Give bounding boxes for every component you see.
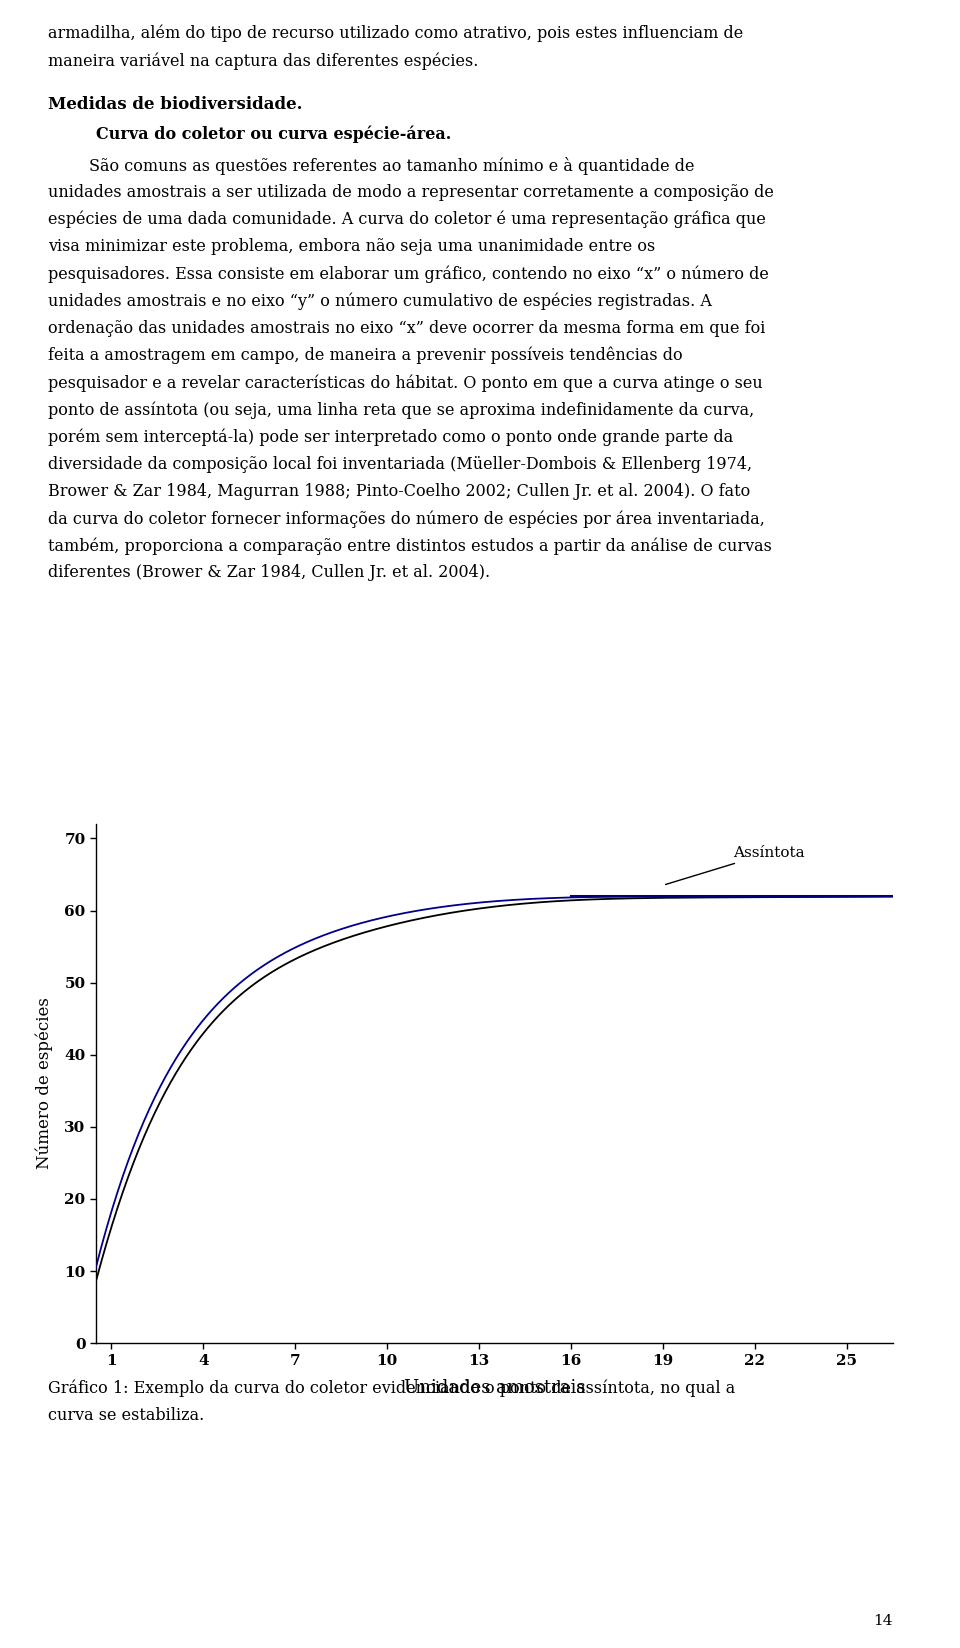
Text: visa minimizar este problema, embora não seja uma unanimidade entre os: visa minimizar este problema, embora não… — [48, 239, 656, 255]
Text: unidades amostrais e no eixo “y” o número cumulativo de espécies registradas. A: unidades amostrais e no eixo “y” o númer… — [48, 293, 712, 310]
Text: Medidas de biodiversidade.: Medidas de biodiversidade. — [48, 96, 302, 112]
Text: curva se estabiliza.: curva se estabiliza. — [48, 1407, 204, 1424]
Text: armadilha, além do tipo de recurso utilizado como atrativo, pois estes influenci: armadilha, além do tipo de recurso utili… — [48, 25, 743, 43]
Text: Gráfico 1: Exemplo da curva do coletor evidenciando o ponto de assíntota, no qua: Gráfico 1: Exemplo da curva do coletor e… — [48, 1379, 735, 1398]
Text: 14: 14 — [874, 1615, 893, 1628]
Text: feita a amostragem em campo, de maneira a prevenir possíveis tendências do: feita a amostragem em campo, de maneira … — [48, 348, 683, 364]
Text: espécies de uma dada comunidade. A curva do coletor é uma representação gráfica : espécies de uma dada comunidade. A curva… — [48, 211, 766, 229]
Text: pesquisadores. Essa consiste em elaborar um gráfico, contendo no eixo “x” o núme: pesquisadores. Essa consiste em elaborar… — [48, 265, 769, 283]
Text: porém sem interceptá-la) pode ser interpretado como o ponto onde grande parte da: porém sem interceptá-la) pode ser interp… — [48, 428, 733, 447]
Text: Curva do coletor ou curva espécie-área.: Curva do coletor ou curva espécie-área. — [96, 125, 451, 143]
Text: unidades amostrais a ser utilizada de modo a representar corretamente a composiç: unidades amostrais a ser utilizada de mo… — [48, 185, 774, 201]
Text: ponto de assíntota (ou seja, uma linha reta que se aproxima indefinidamente da c: ponto de assíntota (ou seja, uma linha r… — [48, 402, 755, 419]
Text: pesquisador e a revelar características do hábitat. O ponto em que a curva ating: pesquisador e a revelar características … — [48, 374, 763, 392]
Y-axis label: Número de espécies: Número de espécies — [36, 997, 53, 1170]
Text: diferentes (Brower & Zar 1984, Cullen Jr. et al. 2004).: diferentes (Brower & Zar 1984, Cullen Jr… — [48, 565, 491, 582]
Text: diversidade da composição local foi inventariada (Müeller-Dombois & Ellenberg 19: diversidade da composição local foi inve… — [48, 456, 752, 473]
Text: Brower & Zar 1984, Magurran 1988; Pinto-Coelho 2002; Cullen Jr. et al. 2004). O : Brower & Zar 1984, Magurran 1988; Pinto-… — [48, 483, 751, 499]
Text: ordenação das unidades amostrais no eixo “x” deve ocorrer da mesma forma em que : ordenação das unidades amostrais no eixo… — [48, 320, 765, 336]
X-axis label: Unidades amostrais: Unidades amostrais — [403, 1379, 586, 1396]
Text: São comuns as questões referentes ao tamanho mínimo e à quantidade de: São comuns as questões referentes ao tam… — [48, 157, 694, 175]
Text: maneira variável na captura das diferentes espécies.: maneira variável na captura das diferent… — [48, 53, 478, 71]
Text: também, proporciona a comparação entre distintos estudos a partir da análise de : também, proporciona a comparação entre d… — [48, 537, 772, 555]
Text: da curva do coletor fornecer informações do número de espécies por área inventar: da curva do coletor fornecer informações… — [48, 511, 765, 527]
Text: Assíntota: Assíntota — [665, 845, 805, 885]
